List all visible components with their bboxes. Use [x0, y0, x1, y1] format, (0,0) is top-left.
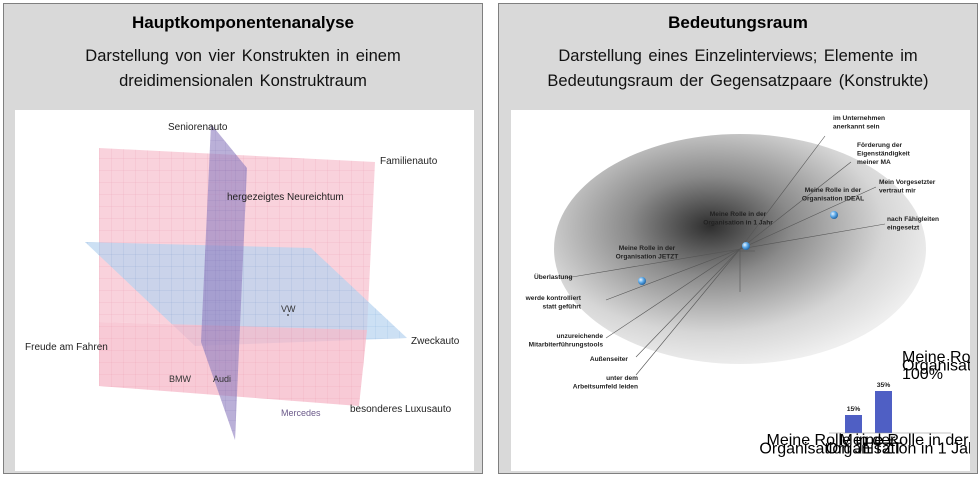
element-label-jahr: Meine Rolle in der Organisation in 1 Jahr — [703, 211, 773, 227]
label-zweckauto: Zweckauto — [411, 336, 460, 347]
element-point-jahr — [742, 242, 750, 250]
bar-jetzt — [845, 415, 862, 433]
construct-label-unternehmen: im Unternehmen anerkannt sein — [833, 115, 885, 131]
construct-label-arbeitsumfeld: unter dem Arbeitsumfeld leiden — [573, 375, 638, 391]
bar-label-jetzt: Meine Rolle in derOrganisation JETZT — [759, 432, 902, 458]
pca-3d-diagram: Seniorenauto Familienauto hergezeigtes N… — [15, 110, 474, 471]
element-label-jetzt: Meine Rolle in der Organisation JETZT — [616, 245, 679, 261]
brand-mercedes: Mercedes — [281, 408, 321, 418]
label-freude-am-fahren: Freude am Fahren — [25, 342, 108, 353]
label-familienauto: Familienauto — [380, 156, 438, 167]
purple-plane — [201, 124, 247, 440]
construct-label-unzureichend: unzureichende Mitarbiterführungstools — [529, 333, 604, 349]
right-panel: Bedeutungsraum Darstellung eines Einzeli… — [498, 3, 980, 474]
bar-label-jahr: Meine Rolle in derOrganisation in 1 Jahr — [826, 432, 970, 458]
element-bar-chart: 15% 35% Meine Rolle in derOrganisation JET… — [759, 349, 980, 458]
element-point-jetzt — [638, 277, 646, 285]
bar-value-jahr: 35% — [877, 382, 891, 389]
label-luxusauto: besonderes Luxusauto — [350, 404, 452, 415]
element-point-ideal — [830, 211, 838, 219]
construct-label-eigenstaendigkeit: Förderung der Eigenständigkeit meiner MA — [857, 142, 911, 166]
construct-label-aussenseiter: Außenseiter — [590, 356, 629, 363]
construct-label-vorgesetzter: Mein Vorgesetzter vertraut mir — [879, 179, 936, 195]
label-seniorenauto: Seniorenauto — [168, 122, 228, 133]
construct-lines — [565, 135, 886, 376]
brand-audi: Audi — [213, 374, 231, 384]
label-neureichtum: hergezeigtes Neureichtum — [227, 192, 344, 203]
right-panel-subtitle: Darstellung eines Einzelinterviews; Elem… — [547, 47, 929, 90]
brand-vw-point — [287, 314, 289, 316]
bar-label-ideal: Meine Rolle in derOrganisation IDEAL100% — [902, 349, 970, 383]
blue-plane — [85, 242, 407, 346]
brand-bmw: BMW — [169, 374, 192, 384]
right-panel-title: Bedeutungsraum — [668, 13, 808, 32]
left-panel-subtitle: Darstellung von vier Konstrukten in eine… — [85, 47, 401, 90]
bar-jahr — [875, 391, 892, 433]
left-panel: Hauptkomponentenanalyse Darstellung von … — [3, 3, 483, 474]
construct-label-kontrolliert: werde kontrolliert statt geführt — [525, 295, 582, 311]
construct-label-ueberlastung: Überlastung — [534, 272, 572, 281]
construct-label-faehigkeiten: nach Fähigleiten eingesetzt — [887, 216, 939, 232]
meaning-space-diagram: im Unternehmen anerkannt sein Förderung de… — [511, 110, 980, 471]
left-panel-title: Hauptkomponentenanalyse — [132, 13, 354, 32]
brand-vw: VW — [281, 304, 296, 314]
bar-value-jetzt: 15% — [847, 406, 861, 413]
element-label-ideal: Meine Rolle in der Organisation IDEAL — [802, 187, 864, 203]
